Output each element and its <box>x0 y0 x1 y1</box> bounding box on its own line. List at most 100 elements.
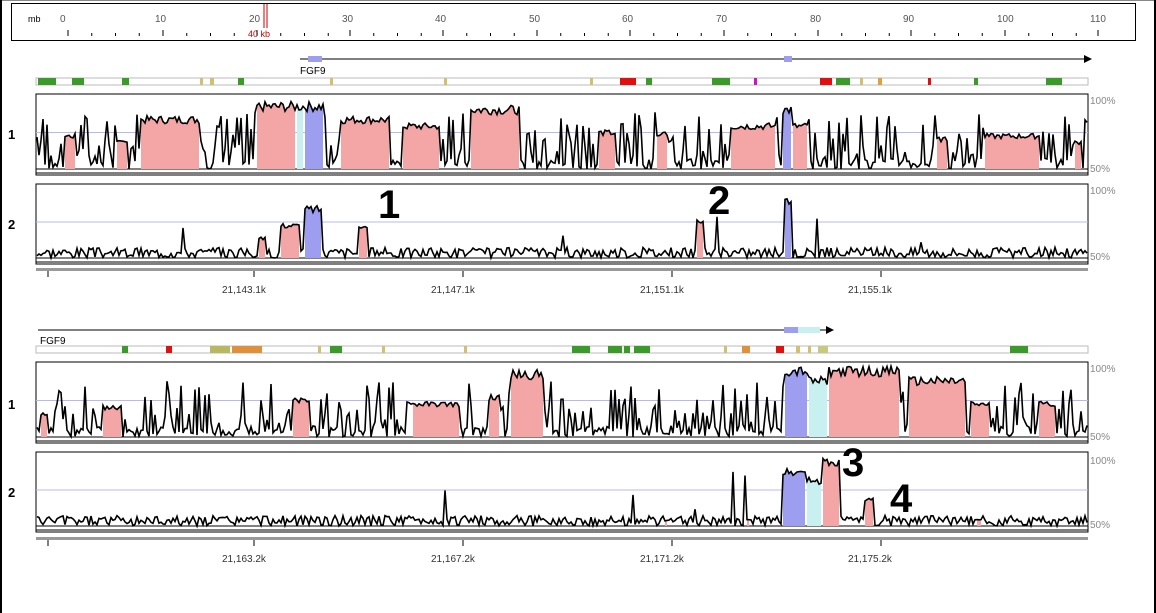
ruler-tick-label: 60 <box>622 14 634 25</box>
axis-tick-label: 21,167.2k <box>431 554 476 565</box>
feature-block <box>820 78 832 85</box>
feature-block <box>608 346 622 353</box>
feature-strip <box>35 345 1089 354</box>
track-2-frame <box>35 451 1089 533</box>
ruler-tick-label: 10 <box>155 14 167 25</box>
feature-block <box>836 78 850 85</box>
conserved-region <box>257 101 295 169</box>
conserved-region <box>259 237 265 258</box>
baseline <box>35 436 1089 442</box>
conserved-region <box>783 468 805 526</box>
conserved-region <box>117 140 127 169</box>
conserved-region <box>403 123 439 169</box>
baseline <box>35 257 1089 263</box>
ruler-tick-label: 40 <box>435 14 447 25</box>
ruler-group: mb 40 kb 0 10 20 30 40 50 60 70 80 90 100 110 <box>28 4 1106 39</box>
conserved-region <box>807 477 821 526</box>
conserved-region <box>785 198 791 258</box>
conserved-region <box>65 133 75 169</box>
feature-block <box>712 78 730 85</box>
feature-block <box>238 78 244 85</box>
ruler-tick-label: 110 <box>1090 14 1106 25</box>
scale-top-label: 100% <box>1090 96 1116 107</box>
feature-block <box>1046 78 1062 85</box>
conserved-region <box>783 107 791 169</box>
feature-block <box>444 78 447 85</box>
scale-bottom-label: 50% <box>1090 520 1110 531</box>
track-label: 1 <box>8 397 15 412</box>
gene-exon <box>784 327 798 333</box>
ruler-unit-label: mb <box>28 14 41 24</box>
gene-exon <box>784 56 792 62</box>
feature-block <box>200 78 203 85</box>
track-1-plot <box>35 99 1089 174</box>
ruler-tick-label: 80 <box>810 14 822 25</box>
track-1-frame <box>35 93 1089 176</box>
feature-block <box>232 346 262 353</box>
conserved-region <box>413 401 459 437</box>
conserved-region <box>971 401 989 437</box>
track-1-frame <box>35 361 1089 444</box>
feature-block <box>72 78 84 85</box>
feature-block <box>646 78 652 85</box>
conserved-region <box>809 376 827 437</box>
conserved-region <box>977 519 981 526</box>
feature-block <box>122 78 129 85</box>
conserved-region <box>297 104 303 169</box>
conserved-region <box>281 223 299 258</box>
conserved-region <box>305 101 323 169</box>
feature-block <box>590 78 593 85</box>
annotation-number: 1 <box>378 183 400 227</box>
conserved-region <box>937 137 947 169</box>
scale-top-label: 100% <box>1090 364 1116 375</box>
conservation-curve <box>36 197 1088 261</box>
conserved-region <box>793 123 807 169</box>
gene-arrow <box>1084 55 1092 63</box>
conserved-region <box>41 413 47 437</box>
chromosome-ruler[interactable] <box>11 3 1136 41</box>
feature-block <box>210 78 214 85</box>
gene-label[interactable]: FGF9 <box>300 66 326 77</box>
track-2-plot <box>35 456 1089 531</box>
feature-block <box>624 346 630 353</box>
feature-block <box>1010 346 1028 353</box>
conserved-region <box>103 405 121 437</box>
conserved-region <box>665 520 667 526</box>
axis-bar <box>36 537 1088 540</box>
feature-block <box>634 346 650 353</box>
conserved-region <box>747 519 749 526</box>
track-label: 2 <box>8 217 15 232</box>
conserved-region <box>985 133 1039 169</box>
feature-block <box>572 346 590 353</box>
track-1-plot <box>35 363 1089 442</box>
feature-block <box>796 346 800 353</box>
ruler-window-label: 40 kb <box>248 29 270 39</box>
axis-tick-label: 21,171.2k <box>640 554 685 565</box>
frame-right <box>1154 0 1156 613</box>
ruler-tick-label: 100 <box>997 14 1014 25</box>
feature-block <box>860 78 863 85</box>
conserved-region <box>359 226 367 258</box>
conserved-region <box>909 376 965 437</box>
feature-block <box>620 78 636 85</box>
frame-top <box>0 0 1156 1</box>
feature-block <box>724 346 727 353</box>
axis-tick-label: 21,151.1k <box>640 285 685 296</box>
conserved-region <box>1039 401 1055 437</box>
feature-block <box>974 78 978 85</box>
feature-block <box>776 346 784 353</box>
position-axis <box>36 268 1088 277</box>
baseline <box>35 525 1089 531</box>
conserved-region <box>823 458 839 526</box>
feature-block <box>166 346 172 353</box>
feature-block <box>742 346 750 353</box>
axis-tick-label: 21,175.2k <box>848 554 893 565</box>
conserved-region <box>511 369 543 437</box>
axis-tick-label: 21,143.1k <box>222 285 267 296</box>
ruler-tick-label: 0 <box>60 14 66 25</box>
conserved-region <box>829 366 899 437</box>
conserved-region <box>305 205 321 258</box>
track-label: 1 <box>8 127 15 142</box>
gene-label[interactable]: FGF9 <box>40 336 66 347</box>
